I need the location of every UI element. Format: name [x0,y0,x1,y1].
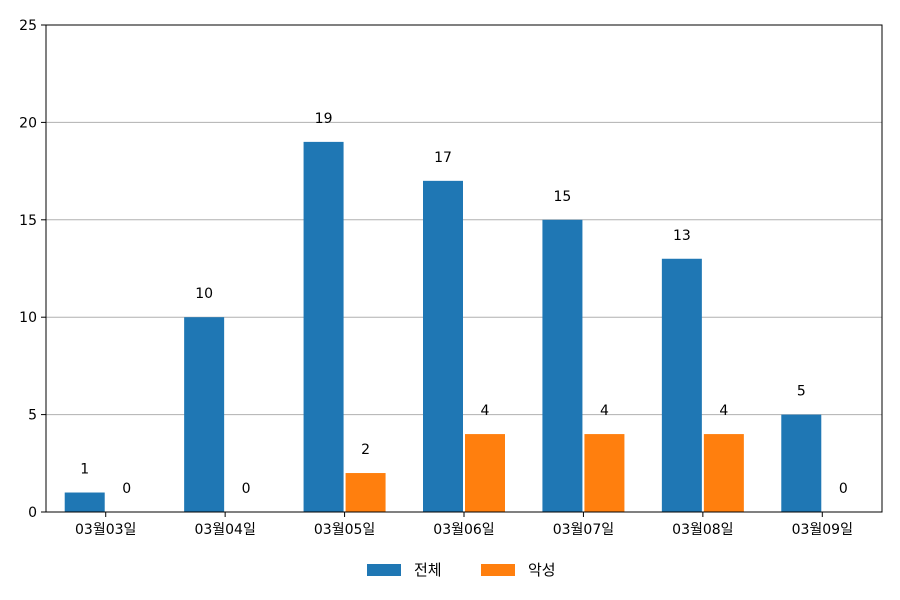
legend-swatch [367,564,401,576]
bar-value-label: 4 [481,403,490,419]
x-tick-label: 03월04일 [194,522,255,538]
bar-malicious [703,434,744,512]
x-tick-label: 03월09일 [792,522,853,538]
legend-label: 악성 [528,561,556,579]
bar-malicious [465,434,505,512]
bar-value-label: 1 [80,462,89,478]
bar-value-label: 0 [839,481,848,497]
y-axis-ticks: 0 5 10 15 20 25 [19,18,46,521]
bar-value-label: 4 [719,403,728,419]
plot-frame [45,24,883,513]
bar-value-label: 5 [797,384,806,400]
bar-malicious [584,434,625,512]
x-tick-label: 03월03일 [75,522,136,538]
bar-total [303,141,344,512]
bar-value-label: 15 [554,189,572,205]
y-tick-label: 15 [19,213,37,229]
bar-total [64,492,105,512]
bar-value-label: 19 [315,111,333,127]
bar-malicious [345,473,386,512]
x-axis-ticks: 03월03일 03월04일 03월05일 03월06일 03월07일 03월08일 03월0… [75,512,853,538]
bars [64,141,822,513]
bar-value-label: 0 [242,481,251,497]
bar-value-label: 10 [195,286,213,302]
bar-value-label: 4 [600,403,609,419]
grid-lines [46,121,882,416]
legend-swatch [481,564,515,576]
y-tick-label: 0 [28,505,37,521]
x-tick-label: 03월05일 [314,522,375,538]
y-tick-label: 25 [19,18,37,34]
legend: 전체 악성 [367,561,556,579]
x-tick-label: 03월06일 [433,522,494,538]
bar-value-label: 17 [434,150,452,166]
legend-label: 전체 [414,561,442,579]
bar-total [542,219,583,513]
x-tick-label: 03월08일 [672,522,733,538]
x-tick-label: 03월07일 [553,522,614,538]
bar-value-label: 0 [122,481,131,497]
y-tick-label: 20 [19,115,37,131]
y-tick-label: 10 [19,310,37,326]
bar-total [423,180,463,512]
bar-total [184,317,225,512]
y-tick-label: 5 [28,408,37,424]
bar-total [661,258,702,512]
bar-value-label: 2 [361,442,370,458]
bar-total [781,414,822,512]
bar-value-label: 13 [673,228,691,244]
